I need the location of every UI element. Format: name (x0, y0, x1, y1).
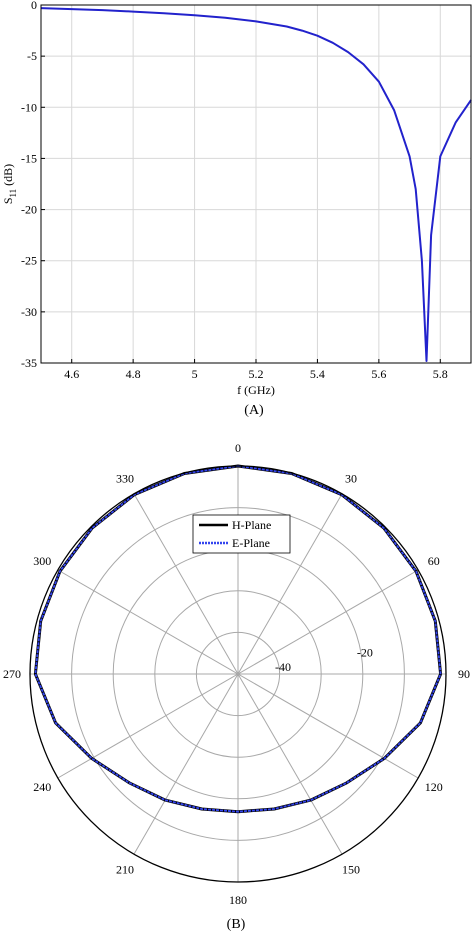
polar-angle-label: 150 (342, 863, 360, 877)
s11-x-tick-label: 5 (192, 367, 198, 381)
polar-angle-label: 300 (33, 554, 51, 568)
legend-label-h-plane: H-Plane (232, 518, 271, 532)
polar-angle-label: 240 (33, 780, 51, 794)
s11-y-tick-label: -30 (21, 305, 37, 319)
s11-y-tick-label: 0 (31, 0, 37, 12)
s11-y-axis-label-unit: (dB) (1, 164, 15, 189)
polar-angle-label: 120 (425, 780, 443, 794)
legend: H-Plane E-Plane (192, 514, 291, 554)
s11-x-tick-label: 5.6 (371, 367, 386, 381)
e-plane-curve (34, 465, 442, 813)
polar-angle-labels: 0 30 60 90 120 150 180 210 240 270 300 330 (3, 441, 470, 907)
polar-radial-label: -40 (275, 660, 291, 674)
polar-series (33, 464, 443, 814)
polar-grid (30, 466, 446, 882)
s11-x-tick-label: 5.8 (433, 367, 448, 381)
polar-angle-label: 270 (3, 667, 21, 681)
polar-radial-label: -20 (357, 645, 373, 659)
s11-y-axis-label-sub: 11 (8, 189, 18, 198)
polar-radial-labels: -40 -20 (275, 645, 373, 674)
polar-grid-spoke (133, 493, 343, 855)
legend-label-e-plane: E-Plane (232, 536, 270, 550)
polar-angle-label: 180 (229, 893, 247, 907)
s11-y-tick-label: -5 (27, 49, 37, 63)
s11-x-tick-label: 4.6 (64, 367, 79, 381)
s11-y-axis-label: S11 (dB) (1, 164, 18, 204)
s11-series (40, 7, 472, 362)
polar-angle-label: 330 (116, 471, 134, 485)
polar-angle-label: 60 (428, 554, 440, 568)
s11-x-axis-label: f (GHz) (237, 383, 275, 397)
s11-grid (41, 4, 471, 364)
s11-y-tick-label: -20 (21, 203, 37, 217)
s11-y-ticks: 0 -5 -10 -15 -20 -25 -30 -35 (21, 0, 45, 370)
polar-angle-label: 0 (235, 441, 241, 455)
s11-y-tick-label: -15 (21, 151, 37, 165)
polar-angle-label: 210 (116, 863, 134, 877)
s11-x-tick-label: 5.2 (249, 367, 264, 381)
s11-y-tick-label: -10 (21, 100, 37, 114)
s11-x-tick-label: 4.8 (126, 367, 141, 381)
s11-curve (40, 7, 472, 362)
polar-caption: (B) (227, 917, 246, 932)
polar-angle-label: 30 (345, 471, 357, 485)
s11-chart: 4.6 4.8 5 5.2 5.4 5.6 5.8 0 -5 -10 -15 -20 -25 -30 -3… (1, 0, 472, 418)
s11-y-axis-label-main: S (1, 197, 15, 204)
s11-x-tick-label: 5.4 (310, 367, 325, 381)
radiation-pattern-chart: 0 30 60 90 120 150 180 210 240 270 300 330 -40 -20 H… (3, 441, 470, 932)
legend-box (192, 514, 291, 554)
s11-caption: (A) (244, 403, 264, 418)
s11-y-tick-label: -25 (21, 254, 37, 268)
polar-angle-label: 90 (458, 667, 470, 681)
polar-outer-ring (29, 465, 447, 883)
s11-y-tick-label: -35 (21, 356, 37, 370)
s11-x-ticks: 4.6 4.8 5 5.2 5.4 5.6 5.8 (64, 359, 448, 381)
